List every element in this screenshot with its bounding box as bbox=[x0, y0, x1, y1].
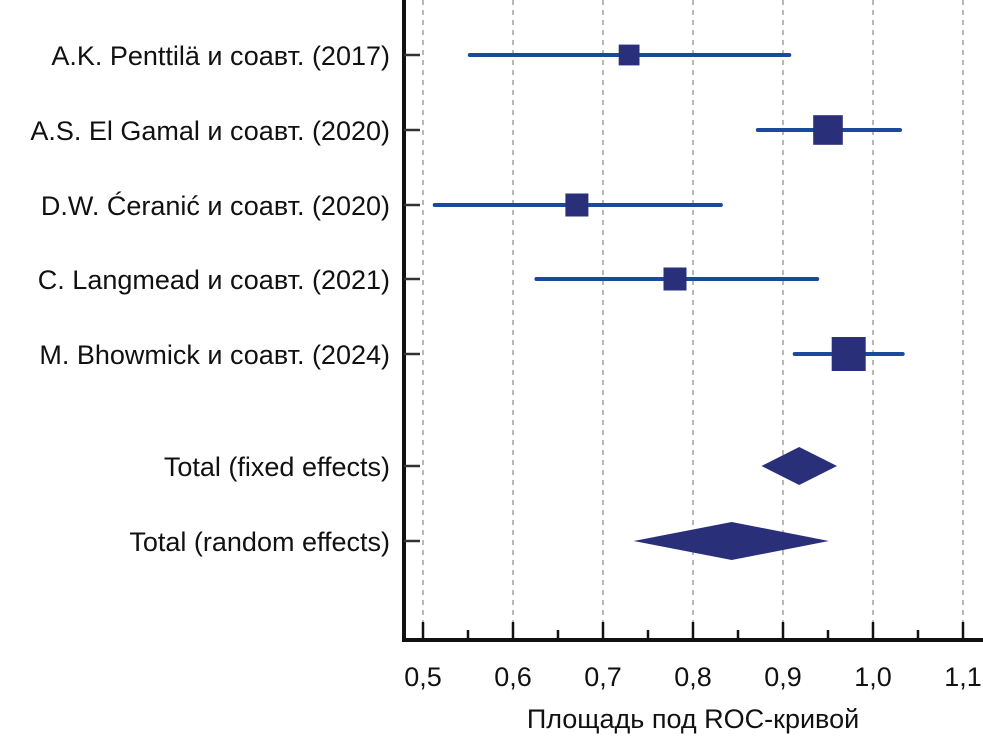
point-estimate-square bbox=[618, 44, 640, 66]
study-label: D.W. Ćeranić и соавт. (2020) bbox=[41, 190, 390, 221]
x-tick-label: 1,1 bbox=[944, 662, 982, 692]
pooled-diamond bbox=[633, 522, 829, 560]
pooled-row: Total (random effects) bbox=[129, 522, 829, 560]
study-rows: A.K. Penttilä и соавт. (2017) A.S. El Gam… bbox=[30, 41, 905, 560]
point-estimate-square bbox=[565, 193, 589, 217]
x-tick-label: 0,9 bbox=[764, 662, 802, 692]
pooled-diamond bbox=[761, 447, 837, 485]
study-row: C. Langmead и соавт. (2021) bbox=[38, 265, 820, 295]
x-tick-label: 0,6 bbox=[494, 662, 532, 692]
point-estimate-square bbox=[831, 337, 866, 371]
x-tick-label: 0,8 bbox=[674, 662, 712, 692]
x-ticks: 0,5 0,6 0,7 0,8 0,9 1,0 1,1 bbox=[404, 622, 982, 692]
study-label: A.S. El Gamal и соавт. (2020) bbox=[30, 116, 390, 146]
study-row: M. Bhowmick и соавт. (2024) bbox=[39, 337, 905, 371]
x-tick-label: 0,5 bbox=[404, 662, 442, 692]
study-row: A.K. Penttilä и соавт. (2017) bbox=[51, 41, 792, 71]
x-tick-label: 1,0 bbox=[854, 662, 892, 692]
study-label: C. Langmead и соавт. (2021) bbox=[38, 265, 390, 295]
x-axis-label: Площадь под ROC-кривой bbox=[527, 704, 859, 734]
pooled-label: Total (fixed effects) bbox=[164, 452, 390, 482]
study-label: M. Bhowmick и соавт. (2024) bbox=[39, 340, 390, 370]
pooled-row: Total (fixed effects) bbox=[164, 447, 837, 485]
pooled-label: Total (random effects) bbox=[129, 527, 390, 557]
x-tick-label: 0,7 bbox=[584, 662, 622, 692]
study-row: A.S. El Gamal и соавт. (2020) bbox=[30, 115, 902, 146]
study-label: A.K. Penttilä и соавт. (2017) bbox=[51, 41, 390, 71]
point-estimate-square bbox=[663, 267, 687, 291]
point-estimate-square bbox=[813, 115, 843, 145]
study-row: D.W. Ćeranić и соавт. (2020) bbox=[41, 190, 723, 221]
